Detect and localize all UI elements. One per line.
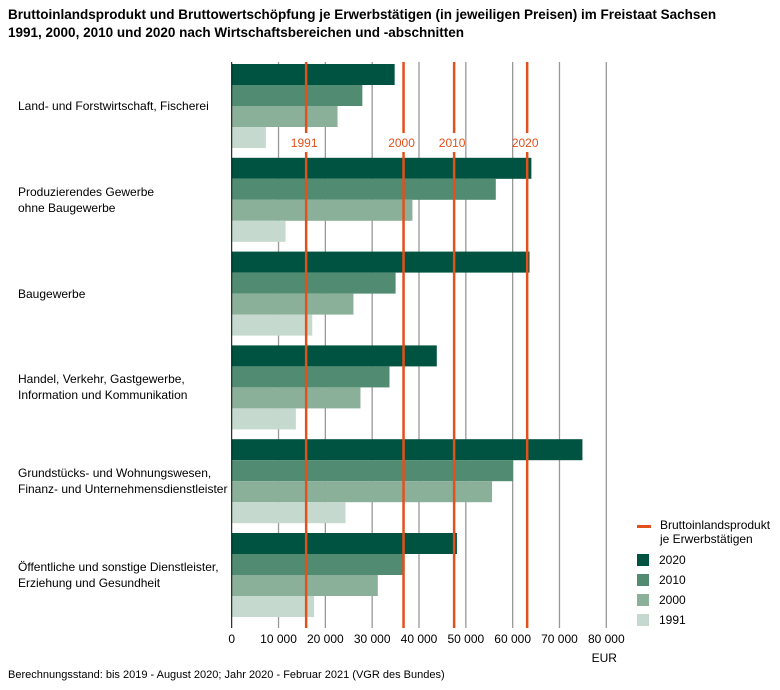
legend-label: 2010 <box>659 573 686 587</box>
bar-2000 <box>231 387 361 409</box>
bar-2020 <box>231 64 395 85</box>
category-label: Baugewerbe <box>18 286 85 302</box>
bar-2010 <box>231 460 514 482</box>
bar-2020 <box>231 157 532 179</box>
category-label-line: Finanz- und Unternehmensdienstleister <box>18 482 228 497</box>
category-label: Grundstücks- und Wohnungswesen, Finanz- u… <box>18 465 227 497</box>
reference-line-label: 2020 <box>512 136 539 150</box>
x-tick-label: 80 000 <box>588 632 625 646</box>
reference-line-label: 2010 <box>439 136 466 150</box>
chart-title: Bruttoinlandsprodukt und Bruttowertschöp… <box>8 6 716 42</box>
legend-item: 2020 <box>637 550 770 570</box>
bar-2010 <box>231 554 404 575</box>
footnote: Berechnungsstand: bis 2019 - August 2020… <box>8 669 445 681</box>
bar-2010 <box>231 272 396 294</box>
bar-1991 <box>231 314 313 336</box>
bar-2010 <box>231 85 363 106</box>
legend: Bruttoinlandsprodukt je Erwerbstätigen 202… <box>637 518 770 630</box>
legend-label: 1991 <box>659 613 686 627</box>
bar-2000 <box>231 575 378 596</box>
x-tick-label: 60 000 <box>494 632 531 646</box>
category-label: Handel, Verkehr, Gastgewerbe, Information… <box>18 371 187 403</box>
legend-label: Bruttoinlandsprodukt je Erwerbstätigen <box>660 518 771 546</box>
legend-swatch <box>637 574 649 586</box>
reference-line-label: 1991 <box>291 136 318 150</box>
category-label-line: Produzierendes Gewerbe <box>18 184 155 199</box>
category-label: Produzierendes Gewerbe ohne Baugewerbe <box>18 184 154 216</box>
category-label: Land- und Forstwirtschaft, Fischerei <box>18 98 209 114</box>
x-tick-label: 40 000 <box>401 632 438 646</box>
category-label-line: ohne Baugewerbe <box>18 200 116 215</box>
bar-1991 <box>231 502 346 524</box>
bar-1991 <box>231 408 296 430</box>
bar-2020 <box>231 345 437 367</box>
legend-item: 1991 <box>637 610 770 630</box>
bar-2000 <box>231 106 338 127</box>
category-label-line: Erziehung und Gesundheit <box>18 576 161 590</box>
bar-2010 <box>231 366 390 388</box>
category-label-line: Öffentliche und sonstige Dienstleister, <box>18 560 219 574</box>
bar-2000 <box>231 199 413 221</box>
legend-item: 2000 <box>637 590 770 610</box>
title-line-1: Bruttoinlandsprodukt und Bruttowertschöp… <box>8 7 717 22</box>
reference-line-label: 2000 <box>388 136 415 150</box>
x-tick-label: 70 000 <box>541 632 578 646</box>
bar-1991 <box>231 596 315 617</box>
x-tick-label: 20 000 <box>307 632 344 646</box>
bar-1991 <box>231 220 286 242</box>
title-line-2: 1991, 2000, 2010 und 2020 nach Wirtschaf… <box>8 25 465 40</box>
category-label-line: Baugewerbe <box>18 286 86 301</box>
category-label-line: Handel, Verkehr, Gastgewerbe, <box>18 372 185 387</box>
category-label: Öffentliche und sonstige Dienstleister, E… <box>18 559 219 591</box>
bar-2000 <box>231 293 354 315</box>
legend-item-reference: Bruttoinlandsprodukt je Erwerbstätigen <box>637 518 770 546</box>
legend-label: 2020 <box>659 553 686 567</box>
category-label-line: Information und Kommunikation <box>18 388 188 403</box>
legend-swatch <box>637 554 649 566</box>
legend-item: 2010 <box>637 570 770 590</box>
bar-2020 <box>231 251 530 273</box>
category-label-line: Grundstücks- und Wohnungswesen, <box>18 466 212 481</box>
bar-2020 <box>231 533 457 554</box>
bar-2010 <box>231 178 496 200</box>
legend-swatch <box>637 594 649 606</box>
legend-line-swatch <box>637 525 651 528</box>
x-tick-label: 50 000 <box>447 632 484 646</box>
legend-swatch <box>637 614 649 626</box>
bar-2000 <box>231 481 493 503</box>
x-axis-label: EUR <box>592 651 618 665</box>
x-tick-label: 30 000 <box>354 632 391 646</box>
legend-label: 2000 <box>659 593 686 607</box>
x-tick-label: 10 000 <box>260 632 297 646</box>
bar-1991 <box>231 127 266 148</box>
bar-2020 <box>231 439 583 461</box>
category-label-line: Land- und Forstwirtschaft, Fischerei <box>18 99 209 113</box>
x-tick-label: 0 <box>228 632 235 646</box>
